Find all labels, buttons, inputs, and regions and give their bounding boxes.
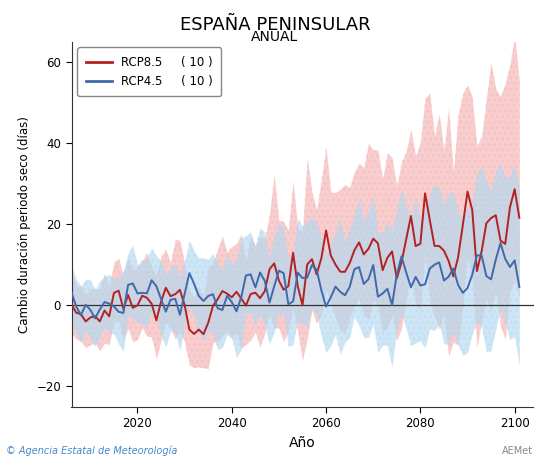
Text: © Agencia Estatal de Meteorología: © Agencia Estatal de Meteorología: [6, 446, 177, 456]
X-axis label: Año: Año: [289, 436, 316, 450]
Y-axis label: Cambio duración periodo seco (días): Cambio duración periodo seco (días): [18, 116, 31, 333]
Text: AEMet: AEMet: [502, 446, 534, 456]
Legend: RCP8.5     ( 10 ), RCP4.5     ( 10 ): RCP8.5 ( 10 ), RCP4.5 ( 10 ): [78, 48, 221, 96]
Text: ESPAÑA PENINSULAR: ESPAÑA PENINSULAR: [180, 16, 370, 34]
Text: ANUAL: ANUAL: [251, 30, 299, 44]
